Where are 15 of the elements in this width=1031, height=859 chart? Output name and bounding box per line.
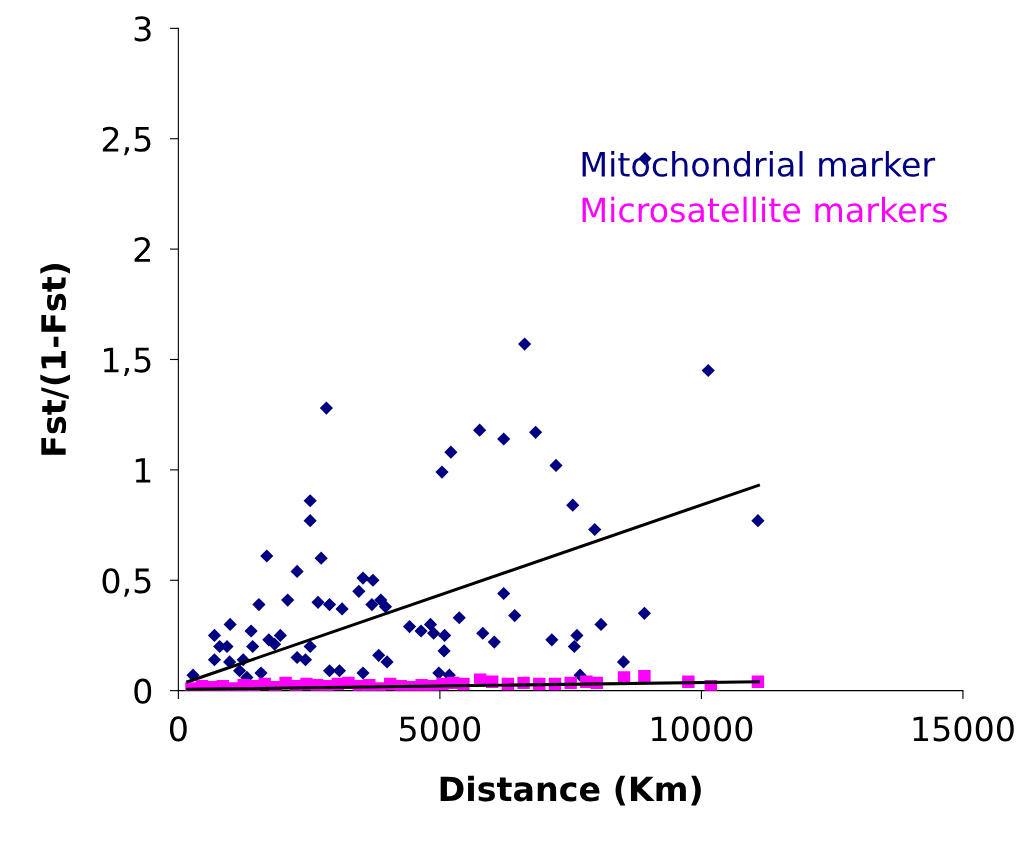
y-axis-title: Fst/(1-Fst) <box>40 263 71 455</box>
y-tick-label: 2 <box>134 237 151 262</box>
series-label: Mitochondrial marker <box>582 151 936 177</box>
y-tick-label: 1,5 <box>104 347 151 377</box>
x-tick-label: 10000 <box>652 716 753 742</box>
x-tick-label: 0 <box>169 716 187 742</box>
y-tick-label: 1 <box>135 458 151 483</box>
x-tick-label: 15000 <box>913 716 1014 742</box>
y-tick-label: 0,5 <box>102 568 151 597</box>
y-tick-label: 3 <box>134 16 151 42</box>
x-tick-label: 5000 <box>400 716 481 742</box>
text: Microsatellite markers <box>582 196 948 223</box>
x-axis-title: Distance (Km) <box>440 775 701 806</box>
y-tick-label: 0 <box>134 678 152 704</box>
y-tick-label: 2,5 <box>102 126 151 156</box>
